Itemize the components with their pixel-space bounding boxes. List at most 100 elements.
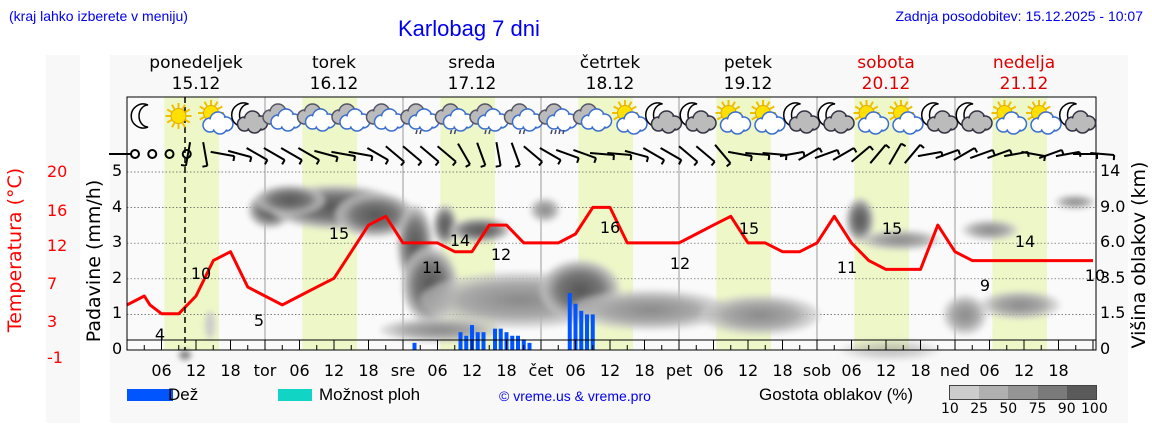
density-swatch	[1008, 386, 1038, 399]
x-axis-label: 18	[772, 361, 792, 380]
rain-legend-label: Dež	[168, 385, 199, 404]
cloud-height-tick: 14	[1100, 161, 1121, 180]
copyright-link[interactable]: © vreme.us & vreme.pro	[499, 388, 651, 404]
day-header-5: petek 19.12	[679, 53, 817, 95]
precip-tick: 0	[112, 339, 123, 358]
showers-legend-swatch	[278, 389, 312, 401]
wind-barbs-row	[109, 142, 1116, 168]
svg-text:15: 15	[739, 219, 759, 238]
x-axis-label: 12	[324, 361, 344, 380]
location-hint-link[interactable]: (kraj lahko izberete v meniju)	[9, 8, 188, 24]
cloud-density-scale	[949, 385, 1097, 400]
cloud-icon	[572, 103, 613, 132]
density-tick: 50	[999, 401, 1018, 417]
moon-cloud-icon	[1059, 102, 1097, 134]
day-name: sobota	[857, 53, 915, 73]
day-header-2: torek 16.12	[265, 53, 403, 95]
rain-legend-swatch	[127, 389, 173, 401]
x-axis-label: 18	[1048, 361, 1068, 380]
day-header-7: nedelja 21.12	[955, 53, 1093, 95]
moon-icon	[130, 103, 149, 129]
x-axis-label: 12	[186, 361, 206, 380]
density-tick: 100	[1081, 401, 1108, 417]
temp-axis-panel	[46, 55, 80, 423]
day-name: nedelja	[992, 53, 1056, 73]
x-axis-label: 06	[565, 361, 585, 380]
svg-text:4: 4	[155, 325, 165, 344]
temperature-line	[126, 205, 1093, 316]
x-axis-label: 18	[634, 361, 654, 380]
page-title: Karlobag 7 dni	[398, 16, 540, 41]
sun-cloud-icon	[888, 100, 924, 135]
x-axis-label: tor	[254, 361, 277, 380]
sun-cloud-icon	[1026, 100, 1062, 135]
density-swatch	[1037, 386, 1067, 399]
moon-cloud-icon	[783, 102, 821, 134]
day-date: 19.12	[723, 74, 773, 94]
x-axis-label: pet	[666, 361, 692, 380]
svg-text:11: 11	[422, 258, 442, 277]
showers-legend-label: Možnost ploh	[319, 385, 421, 404]
cloud-icon	[365, 103, 406, 132]
cloud-density-layer	[179, 185, 1095, 360]
cloud-density-legend-label: Gostota oblakov (%)	[759, 385, 914, 404]
sun-cloud-icon	[715, 100, 752, 135]
precip-tick: 2	[112, 268, 123, 287]
precip-tick: 5	[112, 161, 123, 180]
temperature-tick: 12	[47, 236, 68, 255]
x-axis-label: ned	[940, 361, 970, 380]
precip-tick: 1	[112, 303, 123, 322]
day-header-6: sobota 20.12	[817, 53, 955, 95]
x-axis-label: 06	[427, 361, 447, 380]
day-name: ponedeljek	[149, 53, 243, 73]
svg-text:12: 12	[491, 245, 511, 264]
day-header-4: četrtek 18.12	[541, 53, 679, 95]
day-name: sreda	[448, 53, 496, 73]
density-tick: 10	[941, 401, 959, 417]
weather-icons-row	[130, 100, 1097, 135]
x-axis-label: 18	[496, 361, 516, 380]
sun-cloud-icon	[750, 100, 786, 135]
day-header-1: ponedeljek 15.12	[127, 53, 265, 95]
x-axis-label: 18	[358, 361, 378, 380]
cloud-light-rain-icon	[503, 103, 544, 135]
x-axis-label: 12	[462, 361, 482, 380]
x-axis-label: 18	[220, 361, 240, 380]
sun-cloud-icon	[612, 100, 648, 135]
day-date: 21.12	[999, 74, 1049, 94]
density-swatch	[950, 386, 980, 399]
svg-text:15: 15	[329, 224, 349, 243]
svg-text:14: 14	[450, 231, 470, 250]
svg-text:14: 14	[1015, 232, 1035, 251]
x-axis-label: 12	[600, 361, 620, 380]
cloud-height-tick: 9.0	[1100, 197, 1126, 216]
moon-cloud-icon	[921, 102, 959, 134]
temperature-tick: 16	[47, 201, 68, 220]
moon-cloud-icon	[679, 102, 717, 134]
day-header-3: sreda 17.12	[403, 53, 541, 95]
svg-text:15: 15	[882, 219, 902, 238]
rain-bars	[412, 293, 595, 350]
svg-text:9: 9	[980, 276, 990, 295]
precip-tick: 4	[112, 197, 123, 216]
hour-ticks	[126, 340, 1094, 350]
x-axis-label: čet	[529, 361, 554, 380]
svg-text:10: 10	[1085, 266, 1105, 285]
temperature-tick: 3	[47, 312, 58, 331]
day-date: 15.12	[171, 74, 221, 94]
moon-cloud-icon	[645, 102, 683, 134]
x-axis-label: 06	[703, 361, 723, 380]
last-update-text: Zadnja posodobitev: 15.12.2025 - 10:07	[895, 8, 1143, 24]
day-name: četrtek	[579, 53, 641, 73]
svg-text:10: 10	[191, 264, 211, 283]
day-date: 20.12	[861, 74, 911, 94]
day-name: petek	[723, 53, 773, 73]
cloud-light-rain-icon	[400, 103, 440, 135]
x-axis-label: 18	[910, 361, 930, 380]
x-axis-labels: 06 12 18 tor 06 12 18 sre 06 12 18 čet 06 12 18 pet 06 12…	[151, 361, 1068, 380]
density-tick: 25	[970, 401, 989, 417]
svg-text:5: 5	[254, 311, 264, 330]
cloud-icon	[296, 103, 337, 132]
sun-cloud-icon	[991, 100, 1028, 135]
x-axis-label: sre	[391, 361, 415, 380]
